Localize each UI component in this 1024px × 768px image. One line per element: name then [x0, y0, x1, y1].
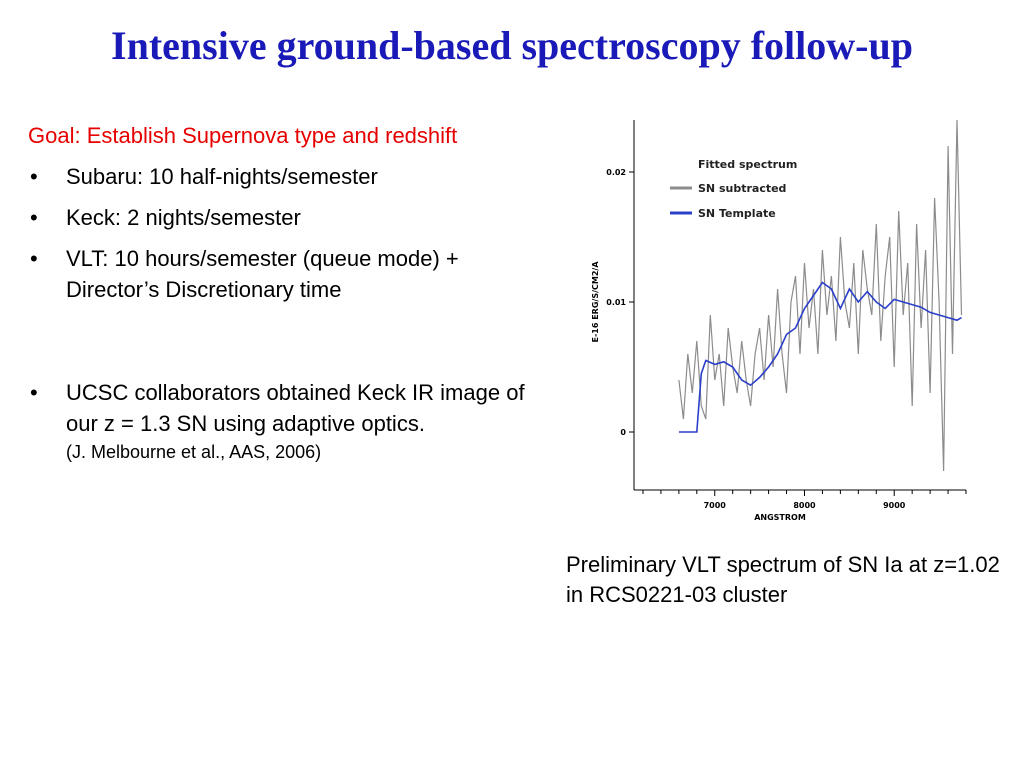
legend-label: SN subtracted	[698, 182, 786, 195]
series-line-sn-subtracted	[678, 119, 963, 472]
x-tick-label: 8000	[793, 501, 816, 510]
y-tick-label: 0.01	[606, 298, 626, 307]
x-tick-label: 7000	[704, 501, 727, 510]
bullet-dot: •	[30, 164, 38, 189]
legend-label: SN Template	[698, 207, 776, 220]
spectrum-chart: 0 0.01 0.02 7000 8000 9000 ANGSTROM E-16 ERG/S/…	[591, 119, 967, 522]
bullet-subaru: • Subaru: 10 half-nights/semester	[28, 161, 548, 192]
x-axis-label: ANGSTROM	[754, 513, 806, 522]
bullet-vlt: • VLT: 10 hours/semester (queue mode) + …	[28, 243, 548, 305]
series-line-sn-template	[678, 281, 962, 433]
bullet-list: Goal: Establish Supernova type and redsh…	[28, 120, 548, 475]
goal-text: Goal: Establish Supernova type and redsh…	[28, 123, 458, 148]
bullet-text: UCSC collaborators obtained Keck IR imag…	[66, 380, 525, 436]
bullet-text: Subaru: 10 half-nights/semester	[66, 164, 378, 189]
legend-title: Fitted spectrum	[698, 158, 797, 171]
x-tick-label: 9000	[883, 501, 906, 510]
bullet-keck: • Keck: 2 nights/semester	[28, 202, 548, 233]
citation: (J. Melbourne et al., AAS, 2006)	[66, 442, 322, 462]
bullet-dot: •	[30, 205, 38, 230]
y-tick-label: 0	[620, 428, 626, 437]
y-axis-label: E-16 ERG/S/CM2/A	[591, 261, 600, 343]
bullet-ucsc: • UCSC collaborators obtained Keck IR im…	[28, 377, 548, 465]
spectrum-figure: 0 0.01 0.02 7000 8000 9000 ANGSTROM E-16 ERG/S/…	[586, 112, 970, 524]
bullet-text: VLT: 10 hours/semester (queue mode) + Di…	[66, 246, 459, 302]
figure-caption: Preliminary VLT spectrum of SN Ia at z=1…	[566, 552, 1000, 607]
bullet-dot: •	[30, 246, 38, 271]
slide-title: Intensive ground-based spectroscopy foll…	[111, 23, 913, 68]
bullet-text: Keck: 2 nights/semester	[66, 205, 301, 230]
bullet-dot: •	[30, 380, 38, 405]
y-tick-label: 0.02	[606, 168, 626, 177]
